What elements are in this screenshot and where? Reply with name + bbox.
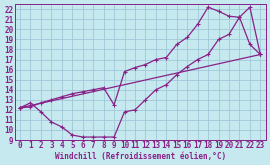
X-axis label: Windchill (Refroidissement éolien,°C): Windchill (Refroidissement éolien,°C) — [55, 152, 226, 161]
